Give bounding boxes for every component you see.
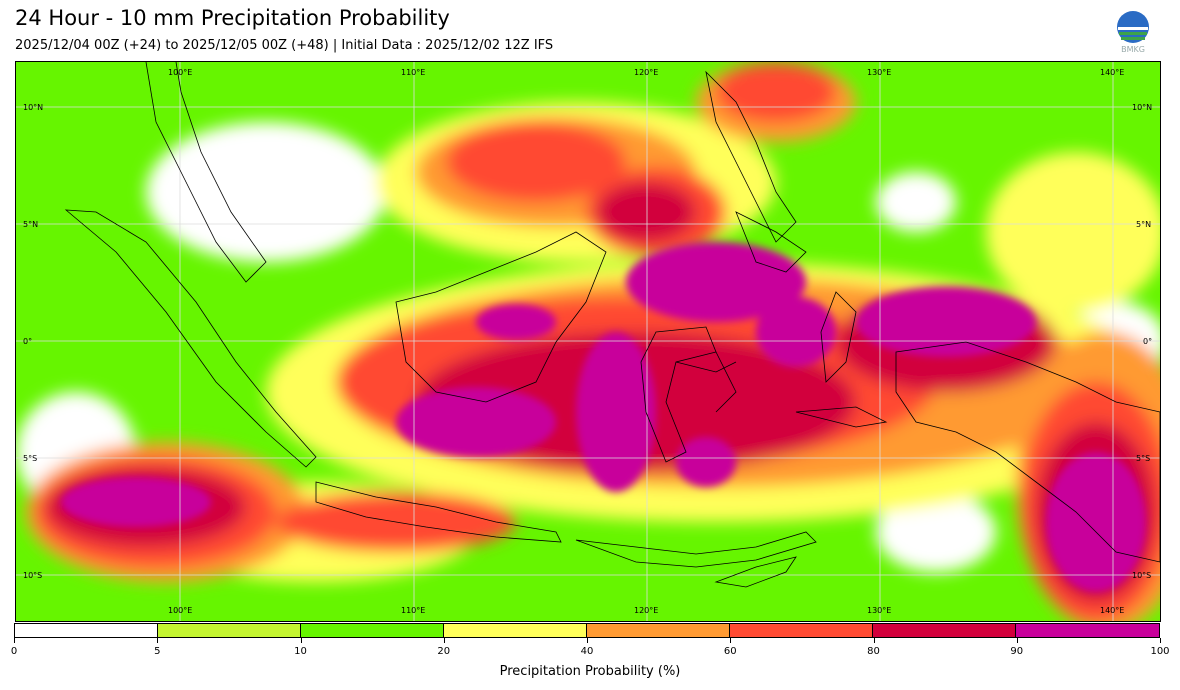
page-subtitle: 2025/12/04 00Z (+24) to 2025/12/05 00Z (… [15, 38, 554, 53]
colorbar-tick-label: 40 [580, 646, 594, 657]
colorbar-tick-label: 0 [10, 646, 18, 657]
lat-label-right: 5°S [1136, 454, 1150, 463]
colorbar-tick-label: 20 [437, 646, 451, 657]
prob-field-max [61, 242, 1146, 592]
colorbar-tick-mark [14, 638, 15, 643]
lon-label-bottom: 120°E [634, 606, 658, 615]
lat-label-left: 10°N [23, 103, 43, 112]
lon-label-bottom: 110°E [401, 606, 425, 615]
colorbar-tick-mark [157, 638, 159, 643]
coastlines [64, 62, 1160, 588]
colorbar-segment [15, 624, 158, 637]
page-title: 24 Hour - 10 mm Precipitation Probabilit… [15, 6, 450, 30]
graticule [16, 62, 1160, 621]
colorbar-tick-mark [1160, 638, 1161, 643]
lon-label-top: 100°E [168, 68, 192, 77]
colorbar-segment [444, 624, 587, 637]
colorbar-tick-label: 80 [867, 646, 880, 657]
lon-label-top: 130°E [867, 68, 891, 77]
colorbar-segment [1016, 624, 1159, 637]
lat-label-left: 0° [23, 337, 32, 346]
colorbar-tick-mark [443, 638, 445, 643]
precipitation-map: 100°E 110°E 120°E 130°E 140°E 100°E 110°… [15, 61, 1161, 622]
lat-labels-right: 10°N 5°N 0° 5°S 10°S [1132, 103, 1152, 580]
colorbar-tick-label: 10 [294, 646, 307, 657]
colorbar-tick-label: 100 [1150, 646, 1170, 657]
lon-labels-bottom: 100°E 110°E 120°E 130°E 140°E [168, 606, 1124, 615]
bmkg-logo-icon: BMKG [1114, 10, 1152, 56]
colorbar [14, 623, 1160, 638]
lat-labels-left: 10°N 5°N 0° 5°S 10°S [23, 103, 43, 580]
colorbar-ticks: 0 5 10 20 40 60 80 90 100 [10, 638, 1170, 658]
lat-label-right: 10°S [1132, 571, 1151, 580]
lat-label-right: 10°N [1132, 103, 1152, 112]
lon-labels-top: 100°E 110°E 120°E 130°E 140°E [168, 68, 1124, 77]
colorbar-tick-mark [1016, 638, 1018, 643]
lon-label-top: 120°E [634, 68, 658, 77]
colorbar-segment [587, 624, 730, 637]
colorbar-segment [730, 624, 873, 637]
lat-label-right: 0° [1143, 337, 1152, 346]
colorbar-tick-mark [873, 638, 875, 643]
lat-label-right: 5°N [1136, 220, 1151, 229]
colorbar-label: Precipitation Probability (%) [499, 664, 681, 679]
lat-label-left: 5°N [23, 220, 38, 229]
lat-label-left: 5°S [23, 454, 37, 463]
colorbar-tick-mark [730, 638, 732, 643]
map-svg: 100°E 110°E 120°E 130°E 140°E 100°E 110°… [16, 62, 1160, 621]
colorbar-tick-label: 5 [154, 646, 161, 657]
lon-label-bottom: 100°E [168, 606, 192, 615]
logo-text: BMKG [1121, 45, 1145, 54]
colorbar-tick-label: 60 [723, 646, 737, 657]
colorbar-tick-label: 90 [1010, 646, 1024, 657]
lon-label-bottom: 140°E [1100, 606, 1124, 615]
colorbar-segment [158, 624, 301, 637]
lon-label-top: 110°E [401, 68, 425, 77]
lon-label-top: 140°E [1100, 68, 1124, 77]
colorbar-segment [873, 624, 1016, 637]
colorbar-tick-mark [587, 638, 588, 643]
lat-label-left: 10°S [23, 571, 42, 580]
colorbar-tick-mark [300, 638, 302, 643]
lon-label-bottom: 130°E [867, 606, 891, 615]
colorbar-segment [301, 624, 444, 637]
